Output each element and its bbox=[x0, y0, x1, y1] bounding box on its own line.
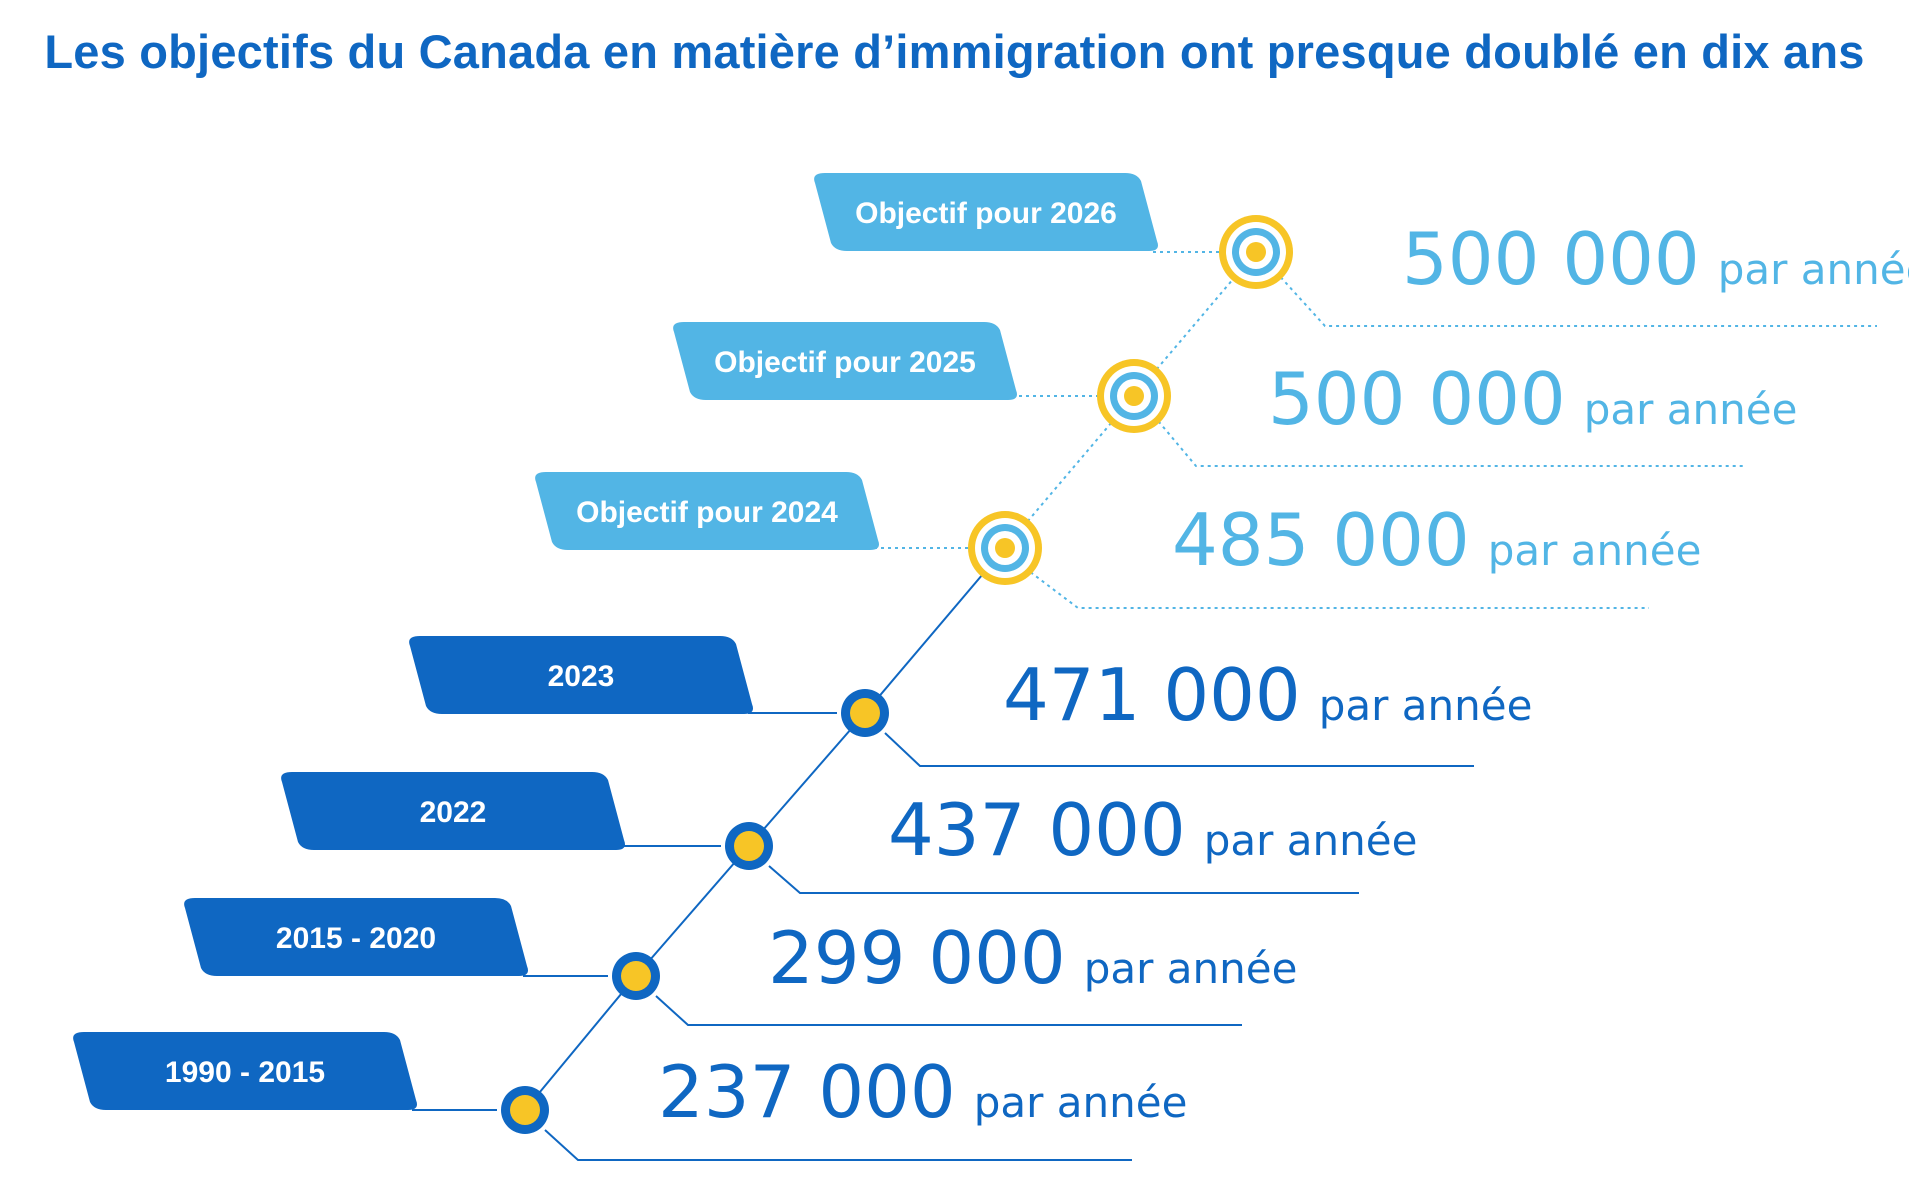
milestone-value: 299 000 par année bbox=[768, 916, 1297, 1000]
value-number: 500 000 bbox=[1268, 357, 1566, 441]
milestone-dot-center bbox=[621, 961, 651, 991]
milestone-pill bbox=[814, 173, 1158, 251]
value-unit: par année bbox=[1488, 526, 1702, 575]
milestone: 1990 - 2015 237 000 par année bbox=[73, 1032, 1187, 1161]
milestone-label: 2015 - 2020 bbox=[276, 922, 436, 955]
target-icon-center bbox=[995, 538, 1015, 558]
milestone: Objectif pour 2024 485 000 par année bbox=[535, 472, 1701, 609]
value-unit: par année bbox=[1319, 681, 1533, 730]
value-underline bbox=[768, 865, 1359, 894]
value-underline bbox=[1153, 415, 1745, 467]
target-icon-center bbox=[1124, 386, 1144, 406]
target-icon-center bbox=[1246, 242, 1266, 262]
page-title: Les objectifs du Canada en matière d’imm… bbox=[44, 25, 1865, 78]
milestone-pill bbox=[535, 472, 879, 550]
value-number: 237 000 bbox=[658, 1050, 956, 1134]
milestone-label: 1990 - 2015 bbox=[165, 1056, 325, 1089]
value-number: 437 000 bbox=[888, 788, 1186, 872]
milestone-value: 471 000 par année bbox=[1003, 653, 1532, 737]
milestone-value: 485 000 par année bbox=[1172, 498, 1701, 582]
milestone-pill bbox=[73, 1032, 417, 1110]
milestone-pill bbox=[184, 898, 528, 976]
milestone-value: 237 000 par année bbox=[658, 1050, 1187, 1134]
milestone-pill bbox=[409, 636, 753, 714]
milestone: 2023 471 000 par année bbox=[409, 636, 1532, 767]
value-underline bbox=[655, 995, 1242, 1026]
milestone-dot-center bbox=[850, 698, 880, 728]
value-unit: par année bbox=[1718, 245, 1909, 294]
value-underline bbox=[884, 732, 1474, 767]
milestone-label: Objectif pour 2024 bbox=[576, 496, 838, 529]
value-number: 500 000 bbox=[1402, 217, 1700, 301]
value-unit: par année bbox=[974, 1078, 1188, 1127]
milestone-value: 500 000 par année bbox=[1402, 217, 1909, 301]
milestone: Objectif pour 2026 500 000 par année bbox=[814, 173, 1909, 327]
value-unit: par année bbox=[1204, 816, 1418, 865]
timeline-connector bbox=[1004, 395, 1135, 549]
value-number: 299 000 bbox=[768, 916, 1066, 1000]
milestone-label: 2023 bbox=[548, 660, 615, 693]
milestone: 2015 - 2020 299 000 par année bbox=[184, 898, 1297, 1026]
value-unit: par année bbox=[1584, 385, 1798, 434]
milestone-label: 2022 bbox=[420, 796, 487, 829]
value-number: 485 000 bbox=[1172, 498, 1470, 582]
value-number: 471 000 bbox=[1003, 653, 1301, 737]
milestone-value: 500 000 par année bbox=[1268, 357, 1797, 441]
milestone-label: Objectif pour 2025 bbox=[714, 346, 976, 379]
timeline-connector bbox=[524, 975, 637, 1111]
milestone: 2022 437 000 par année bbox=[281, 772, 1417, 894]
value-underline bbox=[544, 1129, 1132, 1161]
milestone-dot-center bbox=[734, 831, 764, 861]
milestone-dot-center bbox=[510, 1095, 540, 1125]
timeline-connector bbox=[635, 845, 750, 977]
value-underline bbox=[1275, 271, 1877, 327]
milestone-pill bbox=[281, 772, 625, 850]
milestone-pill bbox=[673, 322, 1017, 400]
milestone-value: 437 000 par année bbox=[888, 788, 1417, 872]
milestone-label: Objectif pour 2026 bbox=[855, 197, 1117, 230]
value-underline bbox=[1024, 567, 1649, 609]
timeline-connector bbox=[748, 712, 866, 847]
milestone: Objectif pour 2025 500 000 par année bbox=[673, 322, 1797, 467]
value-unit: par année bbox=[1084, 944, 1298, 993]
